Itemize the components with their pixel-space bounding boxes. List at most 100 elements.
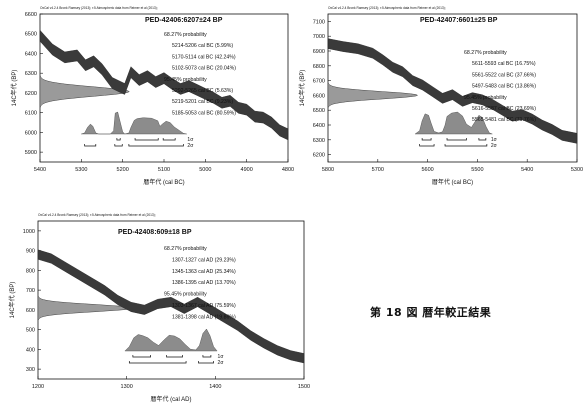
chart-svg-bottom: OxCal v4.2.4 Bronk Ramsey (2013); r:5 At… [8, 213, 310, 403]
y-tick-label: 6500 [313, 108, 325, 114]
chart-header: OxCal v4.2.4 Bronk Ramsey (2013); r:5 At… [40, 6, 158, 10]
probability-heading: 68.27% probability [464, 50, 507, 56]
probability-range: 5170-5114 cal BC (42.24%) [172, 54, 236, 60]
sigma-2-label: 2σ [218, 360, 225, 366]
y-tick-label: 7000 [313, 34, 325, 40]
x-tick-label: 5400 [34, 167, 46, 173]
range-2sigma [128, 361, 187, 364]
y-tick-label: 6700 [313, 79, 325, 85]
y-axis-label: 14C年代 (BP) [10, 70, 18, 107]
range-1sigma [132, 355, 151, 358]
y-tick-label: 7100 [313, 19, 325, 25]
range-2sigma [84, 144, 97, 147]
x-tick-label: 1300 [121, 384, 133, 390]
calibration-chart-left: OxCal v4.2.4 Bronk Ramsey (2013); r:5 At… [0, 0, 295, 200]
y-tick-label: 6000 [25, 130, 37, 136]
sigma-1-label: 1σ [218, 354, 225, 360]
chart-title: PED-42406:6207±24 BP [145, 17, 223, 24]
y-axis-label: 14C年代 (BP) [8, 282, 16, 319]
range-1sigma [202, 355, 212, 358]
calibration-curve-band [39, 29, 289, 141]
sigma-2-label: 2σ [491, 143, 498, 149]
chart-svg-left: OxCal v4.2.4 Bronk Ramsey (2013); r:5 At… [10, 6, 294, 186]
x-axis-label: 暦年代 (cal BC) [143, 178, 184, 186]
y-tick-label: 6800 [313, 64, 325, 70]
posterior-distribution [81, 111, 187, 135]
probability-range: 5102-5073 cal BC (20.04%) [172, 66, 236, 72]
x-tick-label: 5300 [75, 167, 87, 173]
calibration-chart-right: OxCal v4.2.4 Bronk Ramsey (2013); r:5 At… [296, 0, 583, 200]
probability-range: 5616-5587 cal BC (23.69%) [472, 106, 536, 112]
x-tick-label: 5800 [322, 167, 334, 173]
x-tick-label: 5500 [471, 167, 483, 173]
x-tick-label: 5000 [199, 167, 211, 173]
chart-svg-right: OxCal v4.2.4 Bronk Ramsey (2013); r:5 At… [298, 6, 583, 186]
range-2sigma [419, 144, 435, 147]
x-tick-label: 4800 [282, 167, 294, 173]
posterior-distribution [124, 328, 218, 352]
chart-title: PED-42408:609±18 BP [118, 229, 192, 236]
calibration-curve-band [37, 249, 305, 364]
chart-title: PED-42407:6601±25 BP [420, 17, 498, 24]
y-tick-label: 800 [26, 268, 35, 274]
probability-range: 5214-5206 cal BC (5.99%) [172, 43, 233, 49]
probability-heading: 68.27% probability [164, 32, 207, 38]
range-2sigma [198, 361, 214, 364]
x-tick-label: 1200 [32, 384, 44, 390]
y-tick-label: 6500 [25, 32, 37, 38]
probability-range: 1345-1363 cal AD (25.34%) [172, 269, 236, 275]
probability-range: 5561-5522 cal BC (37.66%) [472, 72, 536, 78]
posterior-distribution [414, 111, 493, 135]
range-2sigma [444, 144, 488, 147]
x-tick-label: 5300 [571, 167, 583, 173]
y-tick-label: 6300 [313, 138, 325, 144]
probability-heading: 68.27% probability [164, 246, 207, 252]
y-tick-label: 6200 [313, 153, 325, 159]
probability-range: 5185-5053 cal BC (80.59%) [172, 110, 236, 116]
range-1sigma [162, 138, 176, 141]
y-tick-label: 6900 [313, 49, 325, 55]
x-axis-label: 暦年代 (cal AD) [150, 395, 191, 403]
y-tick-label: 6300 [25, 71, 37, 77]
x-tick-label: 4900 [241, 167, 253, 173]
probability-range: 5219-5201 cal BC (9.23%) [172, 99, 233, 105]
range-1sigma [421, 138, 432, 141]
y-tick-label: 5900 [25, 150, 37, 156]
y-tick-label: 6400 [25, 51, 37, 57]
range-1sigma [478, 138, 487, 141]
y-tick-label: 700 [26, 288, 35, 294]
probability-range: 1307-1327 cal AD (29.23%) [172, 257, 236, 263]
sample-distribution [39, 72, 130, 111]
probability-heading: 95.45% probability [464, 95, 507, 101]
y-tick-label: 6600 [25, 12, 37, 18]
range-1sigma [166, 355, 183, 358]
y-axis-label: 14C年代 (BP) [298, 70, 306, 107]
chart-header: OxCal v4.2.4 Bronk Ramsey (2013); r:5 At… [38, 213, 156, 217]
sample-distribution [327, 80, 419, 111]
y-tick-label: 400 [26, 347, 35, 353]
y-tick-label: 1000 [23, 229, 35, 235]
probability-range: 1386-1395 cal AD (13.70%) [172, 280, 236, 286]
range-2sigma [128, 144, 184, 147]
sigma-1-label: 1σ [491, 137, 498, 143]
x-tick-label: 5700 [372, 167, 384, 173]
x-tick-label: 5600 [421, 167, 433, 173]
range-1sigma [116, 138, 121, 141]
chart-header: OxCal v4.2.4 Bronk Ramsey (2013); r:5 At… [328, 6, 446, 10]
range-2sigma [114, 144, 123, 147]
probability-heading: 95.45% probability [164, 77, 207, 83]
probability-range: 5292-5265 cal BC (5.63%) [172, 88, 233, 94]
y-tick-label: 6100 [25, 111, 37, 117]
y-tick-label: 6600 [313, 93, 325, 99]
probability-range: 5565-5481 cal BC (71.76%) [472, 117, 536, 123]
x-axis-label: 暦年代 (cal BC) [432, 178, 473, 186]
x-tick-label: 1400 [209, 384, 221, 390]
x-tick-label: 5200 [117, 167, 129, 173]
probability-range: 1381-1398 cal AD (19.86%) [172, 314, 236, 320]
calibration-curve-band [327, 38, 578, 144]
range-1sigma [134, 138, 159, 141]
probability-range: 1303-1367 cal AD (75.59%) [172, 303, 236, 309]
calibration-chart-bottom: OxCal v4.2.4 Bronk Ramsey (2013); r:5 At… [0, 210, 310, 413]
sigma-2-label: 2σ [187, 143, 194, 149]
figure-caption: 第 18 図 暦年較正結果 [370, 306, 492, 319]
